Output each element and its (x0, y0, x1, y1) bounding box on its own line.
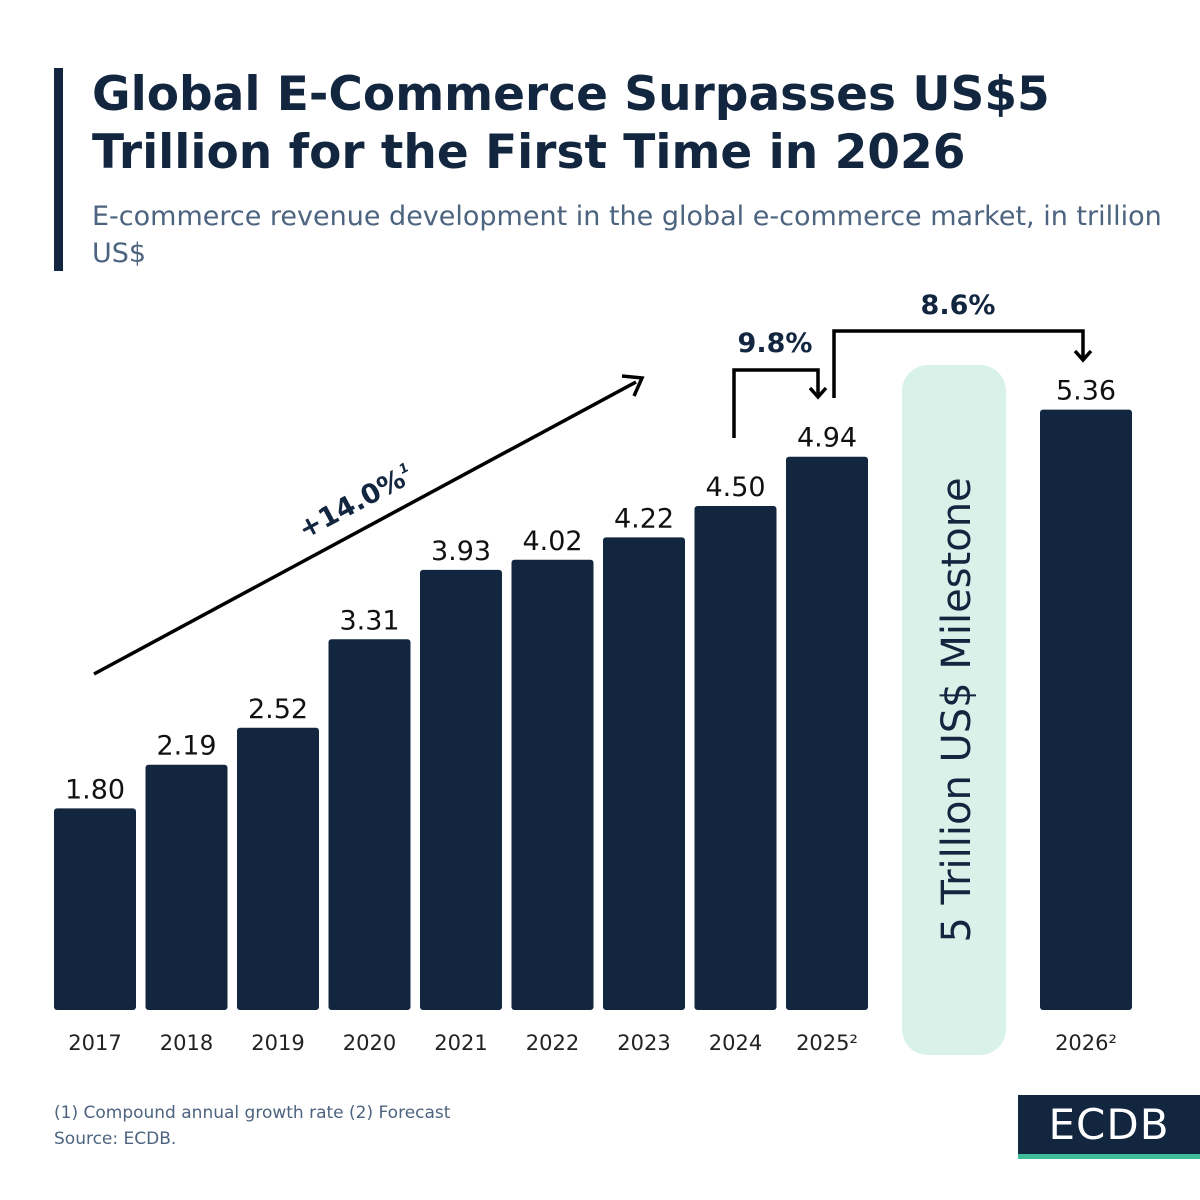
value-label: 4.02 (522, 526, 582, 557)
value-label: 4.94 (797, 423, 857, 454)
bar-2019 (237, 727, 319, 1010)
title-accent-bar (54, 68, 63, 271)
milestone-band (902, 365, 1006, 1055)
value-label: 2.19 (156, 731, 216, 762)
arrow-down-icon (1073, 349, 1093, 363)
page-title: Global E-Commerce Surpasses US$5 Trillio… (92, 67, 1050, 180)
category-label: 2018 (160, 1031, 213, 1055)
arrow-down-icon (808, 386, 828, 400)
value-label: 3.31 (339, 605, 399, 636)
growth-2025-bracket (732, 368, 820, 438)
bar-2025² (786, 456, 868, 1011)
bar-2023 (603, 537, 685, 1010)
category-label: 2022 (526, 1031, 579, 1055)
value-label: 4.22 (614, 503, 674, 534)
growth-2026-bracket (832, 329, 1085, 398)
category-label: 2019 (251, 1031, 304, 1055)
cagr-arrowhead-icon (621, 374, 645, 397)
bar-2018 (145, 764, 228, 1010)
value-label: 3.93 (431, 536, 491, 567)
category-label: 2025² (796, 1031, 858, 1055)
bar-2020 (328, 639, 411, 1010)
value-label: 4.50 (705, 472, 765, 503)
milestone-label: 5 Trillion US$ Milestone (934, 477, 980, 942)
category-label: 2017 (68, 1031, 121, 1055)
bar-2021 (420, 569, 502, 1010)
category-label: 2026² (1055, 1031, 1117, 1055)
page-subtitle: E-commerce revenue development in the gl… (92, 201, 1162, 269)
value-label: 5.36 (1056, 376, 1116, 407)
value-label: 1.80 (65, 774, 125, 805)
category-label: 2020 (343, 1031, 396, 1055)
ecdb-logo: ECDB (1018, 1095, 1200, 1159)
value-label: 2.52 (248, 694, 308, 725)
source: Source: ECDB. (54, 1129, 177, 1149)
growth-2026-label: 8.6% (921, 290, 996, 321)
category-label: 2023 (617, 1031, 670, 1055)
category-label: 2024 (709, 1031, 762, 1055)
bar-2017 (54, 808, 136, 1010)
footnote: (1) Compound annual growth rate (2) Fore… (54, 1103, 451, 1123)
bar-2026² (1040, 409, 1132, 1010)
growth-2025-label: 9.8% (738, 328, 813, 359)
cagr-arrow-line (93, 380, 637, 676)
category-label: 2021 (434, 1031, 487, 1055)
bar-2022 (511, 559, 594, 1010)
bar-2024 (694, 506, 777, 1010)
